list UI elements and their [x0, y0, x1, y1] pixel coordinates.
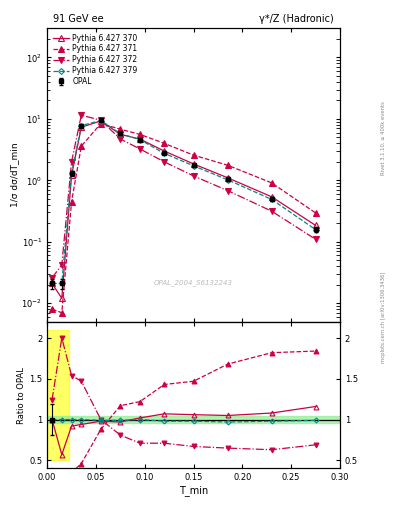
Pythia 6.427 371: [79, 143, 84, 149]
Line: Pythia 6.427 371: Pythia 6.427 371: [49, 121, 318, 315]
Pythia 6.427 372: [118, 136, 123, 142]
Pythia 6.427 372: [69, 159, 74, 165]
Pythia 6.427 371: [191, 152, 196, 158]
Pythia 6.427 379: [99, 117, 103, 123]
Text: Rivet 3.1.10, ≥ 400k events: Rivet 3.1.10, ≥ 400k events: [381, 101, 386, 175]
Pythia 6.427 379: [269, 196, 274, 202]
Pythia 6.427 372: [99, 117, 103, 123]
Pythia 6.427 371: [138, 131, 142, 137]
Pythia 6.427 372: [79, 112, 84, 118]
Pythia 6.427 379: [79, 122, 84, 129]
Pythia 6.427 370: [162, 148, 167, 154]
Text: OPAL_2004_S6132243: OPAL_2004_S6132243: [154, 280, 233, 287]
Pythia 6.427 370: [59, 295, 64, 302]
Bar: [47, 416, 340, 423]
Pythia 6.427 370: [191, 161, 196, 167]
Pythia 6.427 370: [79, 124, 84, 131]
Pythia 6.427 370: [50, 281, 54, 287]
Pythia 6.427 372: [191, 173, 196, 179]
Y-axis label: 1/σ dσ/dT_min: 1/σ dσ/dT_min: [10, 143, 19, 207]
Y-axis label: Ratio to OPAL: Ratio to OPAL: [17, 367, 26, 423]
Pythia 6.427 379: [59, 281, 64, 287]
Pythia 6.427 379: [225, 177, 230, 183]
Pythia 6.427 371: [69, 199, 74, 205]
Pythia 6.427 370: [118, 131, 123, 137]
Pythia 6.427 379: [191, 163, 196, 169]
Pythia 6.427 371: [99, 120, 103, 126]
Line: Pythia 6.427 372: Pythia 6.427 372: [49, 113, 318, 281]
Pythia 6.427 379: [50, 281, 54, 287]
Pythia 6.427 372: [313, 236, 318, 242]
X-axis label: T_min: T_min: [179, 485, 208, 496]
Line: Pythia 6.427 379: Pythia 6.427 379: [50, 118, 318, 286]
Pythia 6.427 372: [162, 159, 167, 165]
Bar: [47, 330, 69, 460]
Pythia 6.427 371: [59, 310, 64, 316]
Pythia 6.427 379: [162, 151, 167, 157]
Pythia 6.427 379: [138, 137, 142, 143]
Pythia 6.427 379: [69, 170, 74, 177]
Pythia 6.427 370: [138, 136, 142, 142]
Pythia 6.427 370: [313, 222, 318, 228]
Pythia 6.427 371: [118, 126, 123, 132]
Pythia 6.427 372: [225, 187, 230, 194]
Pythia 6.427 371: [313, 210, 318, 216]
Legend: Pythia 6.427 370, Pythia 6.427 371, Pythia 6.427 372, Pythia 6.427 379, OPAL: Pythia 6.427 370, Pythia 6.427 371, Pyth…: [51, 32, 139, 88]
Pythia 6.427 379: [313, 226, 318, 232]
Pythia 6.427 370: [225, 175, 230, 181]
Line: Pythia 6.427 370: Pythia 6.427 370: [49, 118, 318, 301]
Pythia 6.427 371: [225, 162, 230, 168]
Text: γ*/Z (Hadronic): γ*/Z (Hadronic): [259, 14, 334, 24]
Pythia 6.427 372: [138, 146, 142, 152]
Pythia 6.427 370: [99, 118, 103, 124]
Pythia 6.427 371: [162, 140, 167, 146]
Pythia 6.427 370: [69, 173, 74, 179]
Pythia 6.427 371: [50, 306, 54, 312]
Text: 91 GeV ee: 91 GeV ee: [53, 14, 104, 24]
Text: mcplots.cern.ch [arXiv:1306.3436]: mcplots.cern.ch [arXiv:1306.3436]: [381, 272, 386, 363]
Pythia 6.427 370: [269, 194, 274, 200]
Pythia 6.427 371: [269, 180, 274, 186]
Pythia 6.427 372: [269, 208, 274, 214]
Pythia 6.427 372: [50, 274, 54, 281]
Pythia 6.427 372: [59, 262, 64, 268]
Pythia 6.427 379: [118, 131, 123, 137]
